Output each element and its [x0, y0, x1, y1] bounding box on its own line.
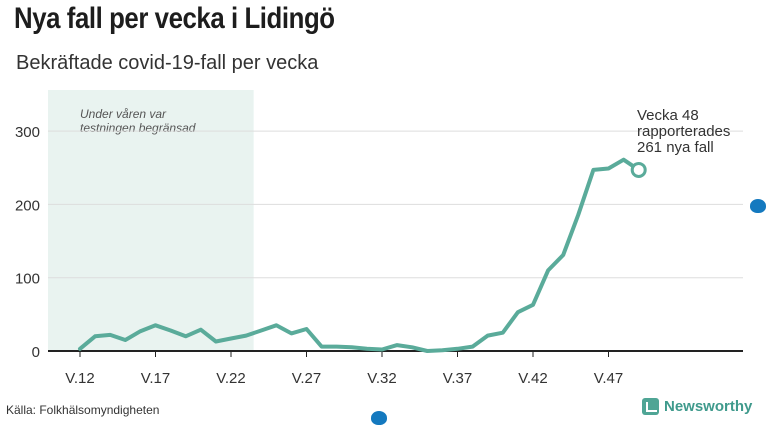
data-point-week-43: [546, 268, 550, 272]
scroll-handle-bottom[interactable]: [371, 411, 387, 425]
series-line: [78, 157, 641, 353]
data-point-week-20: [199, 328, 203, 332]
data-point-week-40: [501, 331, 505, 335]
shaded-region: [48, 90, 254, 351]
annotation-line2: rapporterades: [637, 123, 730, 140]
data-point-week-30: [350, 345, 354, 349]
data-point-week-37: [456, 347, 460, 351]
y-tick-label-300: 300: [15, 124, 40, 141]
x-tick-label-22: V.22: [216, 370, 245, 387]
data-point-week-34: [410, 345, 414, 349]
data-point-week-12: [78, 347, 82, 351]
data-point-week-33: [395, 343, 399, 347]
data-point-week-46: [591, 168, 595, 172]
source-note: Källa: Folkhälsomyndigheten: [6, 403, 160, 417]
data-point-week-32: [380, 348, 384, 352]
data-point-week-35: [425, 349, 429, 353]
y-tick-label-100: 100: [15, 271, 40, 288]
chart-title: Nya fall per vecka i Lidingö: [14, 2, 335, 35]
data-point-week-48: [622, 158, 626, 162]
data-point-week-14: [108, 333, 112, 337]
x-tick-label-27: V.27: [292, 370, 321, 387]
data-point-week-28: [320, 345, 324, 349]
x-tick-label-17: V.17: [141, 370, 170, 387]
data-point-week-25: [274, 323, 278, 327]
scroll-handle-right[interactable]: [750, 199, 766, 213]
data-point-week-47: [607, 166, 611, 170]
data-point-week-38: [471, 345, 475, 349]
data-point-week-13: [93, 334, 97, 338]
x-tick-label-12: V.12: [65, 370, 94, 387]
chart-subtitle: Bekräftade covid-19-fall per vecka: [16, 52, 319, 74]
data-point-week-24: [259, 328, 263, 332]
y-tick-label-200: 200: [15, 197, 40, 214]
y-tick-label-0: 0: [32, 344, 40, 361]
brand-logo: Newsworthy: [642, 398, 752, 415]
data-point-week-22: [229, 337, 233, 341]
data-point-week-16: [138, 329, 142, 333]
annotation-marker: [630, 161, 647, 178]
data-point-week-17: [154, 323, 158, 327]
annotation-line3: 261 nya fall: [637, 139, 714, 156]
data-point-week-27: [305, 327, 309, 331]
data-point-week-44: [561, 253, 565, 257]
data-point-week-45: [576, 213, 580, 217]
data-point-week-26: [289, 331, 293, 335]
x-tick-label-32: V.32: [367, 370, 396, 387]
brand-name: Newsworthy: [664, 398, 753, 415]
data-point-week-36: [440, 348, 444, 352]
data-point-week-23: [244, 334, 248, 338]
annotation-line1: Vecka 48: [637, 107, 699, 124]
x-tick-label-47: V.47: [594, 370, 623, 387]
data-point-week-29: [335, 345, 339, 349]
data-point-week-15: [123, 338, 127, 342]
data-point-week-41: [516, 310, 520, 314]
shaded-region-label-line1: Under våren var: [80, 107, 167, 121]
data-point-week-18: [169, 328, 173, 332]
x-tick-label-42: V.42: [518, 370, 547, 387]
newsworthy-icon: [642, 398, 659, 415]
data-point-week-31: [365, 347, 369, 351]
data-point-week-42: [531, 303, 535, 307]
data-point-week-39: [486, 334, 490, 338]
x-tick-label-37: V.37: [443, 370, 472, 387]
data-point-week-19: [184, 334, 188, 338]
shaded-region-label-line2: testningen begränsad: [80, 121, 196, 135]
data-point-week-21: [214, 339, 218, 343]
